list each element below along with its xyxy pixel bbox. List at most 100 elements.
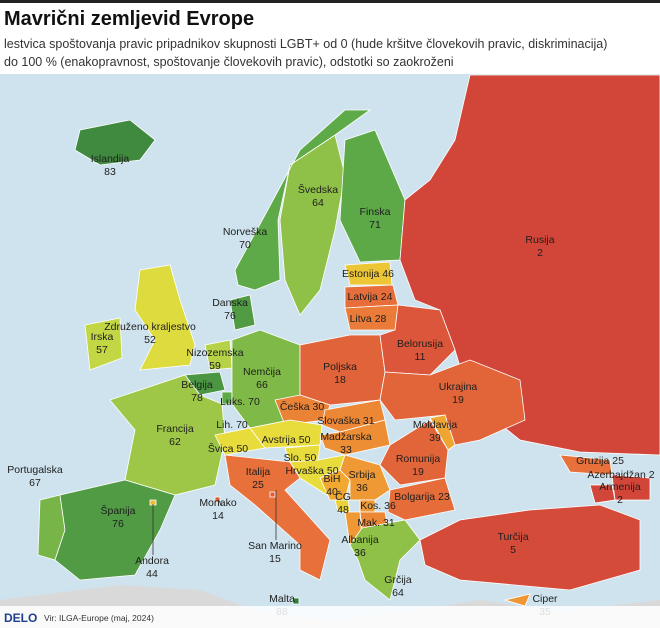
country-name: Moldavija	[413, 419, 458, 431]
country-value: 25	[252, 479, 264, 491]
country-value: 70	[239, 239, 251, 251]
country-value: 70	[248, 396, 260, 408]
country-value: 70	[236, 419, 248, 431]
country-region	[234, 109, 372, 291]
country-value: 28	[375, 313, 387, 325]
country-label: Luks. 70	[220, 396, 260, 408]
country-name: Srbija	[349, 469, 376, 481]
country-name: Italija	[246, 466, 271, 478]
country-value: 19	[412, 466, 424, 478]
country-value: 14	[212, 510, 224, 522]
country-name: Turčija	[497, 531, 528, 543]
country-name: Litva	[350, 313, 372, 325]
country-region	[134, 264, 196, 371]
country-name: Luks.	[220, 396, 245, 408]
country-name: Švica	[208, 442, 234, 455]
country-value: 78	[191, 392, 203, 404]
country-label: Švica 50	[208, 442, 248, 455]
country-region	[289, 454, 346, 501]
country-value: 64	[312, 197, 324, 209]
country-name: Finska	[360, 206, 391, 218]
countries	[37, 74, 660, 607]
country-value: 36	[384, 500, 396, 512]
country-value: 39	[429, 432, 441, 444]
country-region	[279, 134, 346, 316]
country-value: 33	[340, 444, 352, 456]
country-value: 50	[299, 434, 311, 446]
country-region	[589, 484, 616, 504]
country-name: Poljska	[323, 361, 357, 373]
country-region	[503, 593, 531, 607]
country-label: Kos. 36	[360, 500, 396, 512]
country-name: Kos.	[360, 500, 381, 512]
logo: DELO	[4, 611, 37, 625]
country-name: Francija	[156, 423, 194, 435]
country-name: Danska	[212, 297, 248, 309]
country-value: 36	[354, 547, 366, 559]
country-value: 11	[415, 351, 426, 363]
country-value: 2	[537, 247, 543, 259]
country-value: 46	[382, 268, 394, 280]
country-value: 40	[326, 486, 338, 498]
country-region	[379, 359, 526, 446]
country-name: Češka	[280, 400, 310, 413]
country-name: Mak.	[357, 517, 380, 529]
top-rule	[0, 0, 660, 3]
country-region	[269, 491, 276, 498]
country-name: San Marino	[248, 540, 302, 552]
country-name: Armenija	[599, 481, 641, 493]
country-value: 30	[313, 401, 325, 413]
country-name: BiH	[324, 473, 341, 485]
country-value: 31	[363, 415, 375, 427]
country-name: Nemčija	[243, 366, 281, 378]
country-region	[419, 504, 641, 591]
country-name: Slo.	[284, 452, 302, 464]
country-region	[84, 317, 123, 371]
country-name: Združeno kraljestvo	[104, 321, 196, 333]
country-region	[292, 597, 300, 605]
country-name: Madžarska	[320, 431, 372, 443]
country-value: 64	[392, 587, 404, 599]
country-name: ČG	[335, 490, 351, 503]
country-name: Malta	[269, 593, 295, 605]
country-name: Avstrija	[262, 434, 296, 446]
country-name: Belorusija	[397, 338, 443, 350]
source: Vir: ILGA-Europe (maj, 2024)	[44, 613, 154, 623]
country-name: Nizozemska	[186, 347, 243, 359]
country-value: 19	[452, 394, 464, 406]
country-label: Lih. 70	[216, 419, 248, 431]
country-name: Portugalska	[7, 464, 63, 476]
country-value: 71	[369, 219, 381, 231]
country-value: 50	[327, 465, 339, 477]
country-value: 18	[334, 374, 346, 386]
country-region	[74, 119, 156, 166]
country-value: 31	[383, 517, 395, 529]
country-value: 24	[381, 291, 393, 303]
country-name: Latvija	[348, 291, 379, 303]
country-value: 52	[144, 334, 156, 346]
subtitle: lestvica spoštovanja pravic pripadnikov …	[4, 37, 607, 51]
country-label: Slo. 50	[284, 452, 317, 464]
country-name: Ciper	[532, 593, 558, 605]
country-value: 5	[510, 544, 516, 556]
country-name: Irska	[91, 331, 114, 343]
country-value: 15	[269, 553, 281, 565]
country-name: Norveška	[223, 226, 268, 238]
country-name: Lih.	[216, 419, 233, 431]
country-value: 48	[337, 504, 349, 516]
country-value: 2	[617, 494, 623, 506]
country-label: Mak. 31	[357, 517, 395, 529]
country-name: Grčija	[384, 574, 412, 586]
country-label: Bolgarija 23	[394, 491, 450, 503]
country-name: Romunija	[396, 453, 441, 465]
country-region	[224, 454, 331, 581]
country-name: Bolgarija	[394, 491, 435, 503]
country-name: Ukrajina	[439, 381, 478, 393]
country-name: Slovaška	[317, 415, 360, 427]
country-name: Monako	[199, 497, 237, 509]
leader-line	[217, 499, 223, 506]
country-name: Estonija	[342, 268, 380, 280]
country-region	[319, 469, 351, 501]
country-label: Azerbajdžan 2	[587, 469, 654, 481]
